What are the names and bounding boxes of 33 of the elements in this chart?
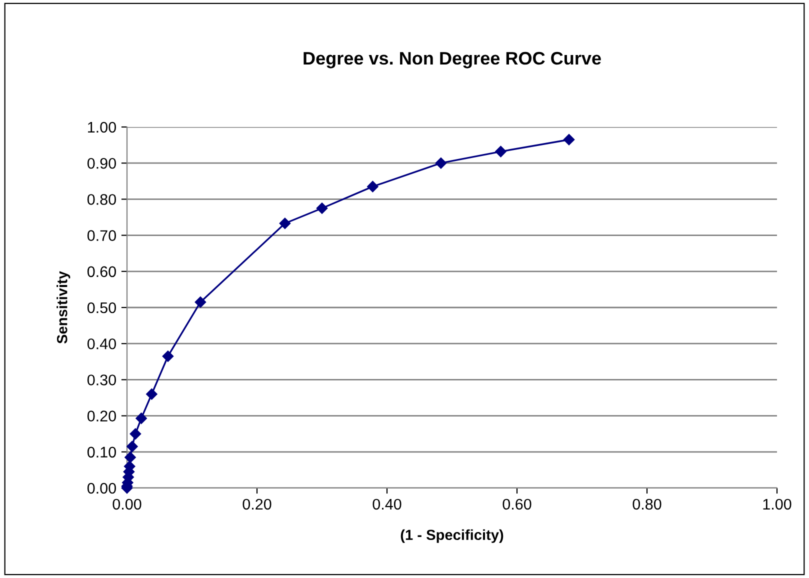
y-tick-label: 1.00 <box>88 122 116 133</box>
y-tick-label: 0.90 <box>87 158 116 169</box>
y-tick-label: 0.10 <box>87 446 116 458</box>
point <box>146 388 158 400</box>
x-tick-label: 1.00 <box>763 498 792 510</box>
point <box>124 452 136 463</box>
x-tick-label: 0.80 <box>632 498 662 510</box>
y-tick-label: 0.40 <box>87 338 116 350</box>
point <box>162 350 174 362</box>
x-tick-label: 0.60 <box>502 498 532 510</box>
point <box>563 134 575 146</box>
x-tick-label: 0.40 <box>372 498 402 510</box>
x-tick-label: 0.00 <box>112 498 142 510</box>
point <box>130 428 142 440</box>
y-tick-label: 0.30 <box>87 374 116 386</box>
point <box>279 218 291 229</box>
point <box>126 440 138 452</box>
y-tick-label: 0.60 <box>87 266 116 278</box>
point <box>495 146 506 158</box>
x-tick-label: 0.20 <box>242 498 272 510</box>
point <box>136 412 147 424</box>
chart-title: Degree vs. Non Degree ROC Curve <box>304 52 601 68</box>
point <box>194 296 206 308</box>
y-tick-label: 0.00 <box>87 482 116 494</box>
y-tick-label: 0.70 <box>87 230 116 241</box>
point <box>367 180 378 192</box>
point <box>435 157 447 169</box>
y-tick-label: 0.50 <box>87 302 116 314</box>
y-tick-label: 0.80 <box>87 194 116 205</box>
y-tick-label: 0.20 <box>87 410 116 422</box>
y-axis-title: Sensitivity <box>56 271 70 344</box>
point <box>316 202 328 214</box>
x-axis-title: (1 - Specificity) <box>400 529 504 543</box>
